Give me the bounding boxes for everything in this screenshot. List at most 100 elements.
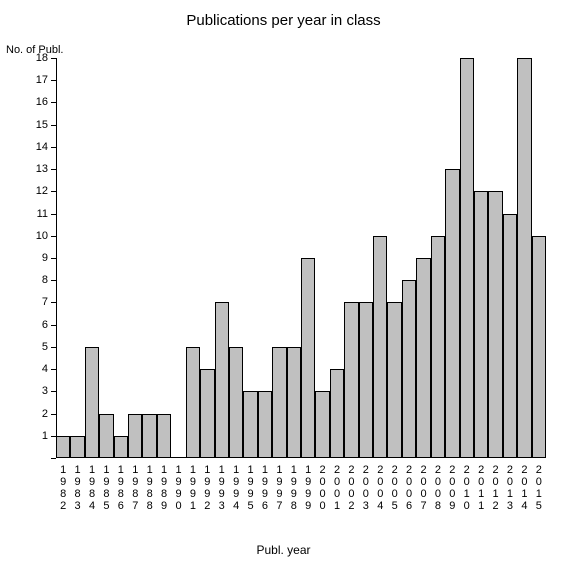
x-tick-label: 1 9 9 2 [202,464,212,512]
bar [445,169,459,458]
y-tick [51,280,56,281]
y-tick [51,236,56,237]
y-tick [51,147,56,148]
y-tick [51,414,56,415]
y-tick-label: 6 [42,319,48,331]
bar [114,436,128,458]
bar [200,369,214,458]
x-tick-label: 1 9 8 3 [73,464,83,512]
bar [157,414,171,458]
x-tick-label: 1 9 9 3 [217,464,227,512]
y-tick-label: 18 [36,52,48,64]
bars-group [56,58,546,458]
bar [70,436,84,458]
y-tick [51,169,56,170]
y-tick-label: 12 [36,185,48,197]
x-tick-label: 2 0 1 2 [491,464,501,512]
bar [344,302,358,458]
bar [272,347,286,458]
x-tick-label: 1 9 8 4 [87,464,97,512]
bar [229,347,243,458]
x-tick-label: 2 0 0 1 [332,464,342,512]
chart-title: Publications per year in class [0,12,567,29]
bar [215,302,229,458]
bar [416,258,430,458]
x-tick-label: 2 0 1 0 [462,464,472,512]
x-tick-label: 1 9 9 0 [174,464,184,512]
y-axis-label: No. of Publ. [6,44,63,56]
bar [402,280,416,458]
y-tick [51,436,56,437]
bar [243,391,257,458]
y-tick-label: 1 [42,430,48,442]
y-tick [51,458,56,459]
bar [359,302,373,458]
bar [315,391,329,458]
bar [301,258,315,458]
plot-area: 1234567891011121314151617181 9 8 21 9 8 … [56,58,546,458]
x-tick-label: 2 0 0 7 [419,464,429,512]
x-tick-label: 2 0 0 8 [433,464,443,512]
x-tick-label: 1 9 9 6 [260,464,270,512]
y-tick [51,214,56,215]
y-tick-label: 10 [36,230,48,242]
x-tick-label: 2 0 0 0 [318,464,328,512]
bar [128,414,142,458]
y-tick-label: 14 [36,141,48,153]
bar [142,414,156,458]
bar [387,302,401,458]
y-tick [51,125,56,126]
bar [460,58,474,458]
x-tick-label: 1 9 8 7 [130,464,140,512]
y-tick-label: 5 [42,341,48,353]
x-tick-label: 1 9 8 8 [145,464,155,512]
y-tick-label: 2 [42,408,48,420]
x-tick-label: 1 9 9 7 [274,464,284,512]
x-axis-label: Publ. year [0,543,567,557]
x-tick-label: 2 0 1 5 [534,464,544,512]
y-tick [51,80,56,81]
x-tick-label: 1 9 8 2 [58,464,68,512]
chart-container: Publications per year in class No. of Pu… [0,0,567,567]
bar [99,414,113,458]
y-tick [51,347,56,348]
y-tick-label: 15 [36,119,48,131]
y-tick-label: 8 [42,274,48,286]
y-tick-label: 9 [42,252,48,264]
x-tick-label: 2 0 1 3 [505,464,515,512]
y-tick [51,325,56,326]
y-tick [51,191,56,192]
x-tick-label: 2 0 0 2 [346,464,356,512]
x-tick-label: 2 0 0 6 [404,464,414,512]
y-tick-label: 16 [36,96,48,108]
bar [56,436,70,458]
x-tick-label: 2 0 0 5 [390,464,400,512]
y-tick [51,302,56,303]
bar [488,191,502,458]
x-tick-label: 2 0 0 3 [361,464,371,512]
y-tick-label: 7 [42,296,48,308]
y-tick-label: 11 [37,208,48,220]
x-tick-label: 1 9 9 1 [188,464,198,512]
y-tick [51,391,56,392]
bar [503,214,517,458]
bar [258,391,272,458]
bar [431,236,445,458]
bar [85,347,99,458]
y-tick-label: 4 [42,363,48,375]
bar [373,236,387,458]
y-tick-label: 3 [42,385,48,397]
x-tick-label: 2 0 1 1 [476,464,486,512]
x-tick-label: 1 9 8 6 [116,464,126,512]
bar [517,58,531,458]
y-tick-label: 17 [36,74,48,86]
y-tick [51,102,56,103]
y-tick [51,58,56,59]
x-tick-label: 2 0 0 9 [447,464,457,512]
x-tick-label: 1 9 8 5 [101,464,111,512]
y-tick-label: 13 [36,163,48,175]
x-tick-label: 1 9 9 5 [246,464,256,512]
bar [532,236,546,458]
bar [330,369,344,458]
x-tick-label: 1 9 9 8 [289,464,299,512]
